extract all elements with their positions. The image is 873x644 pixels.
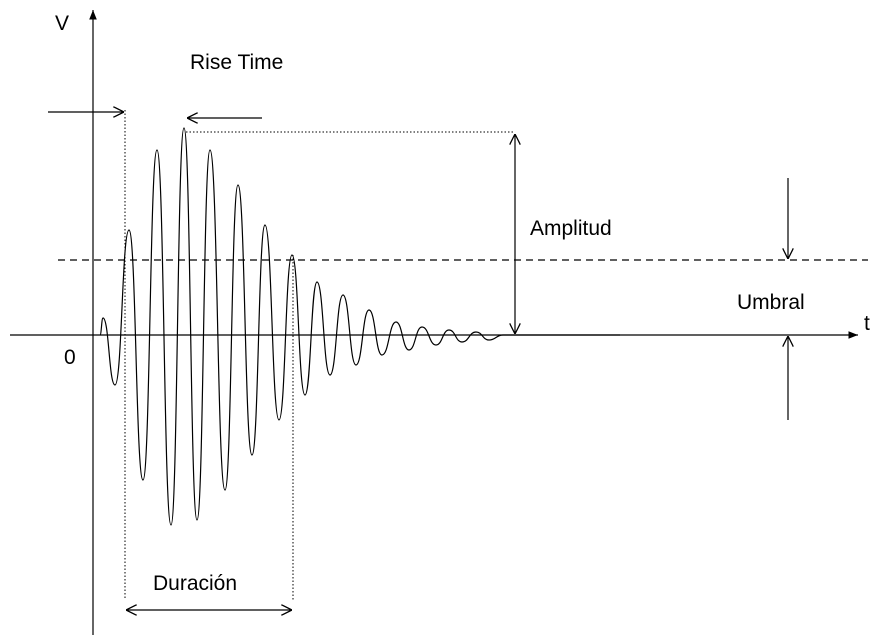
waveform (99, 127, 620, 526)
axis-label: t (864, 312, 870, 335)
label: Duración (153, 572, 237, 595)
label: Amplitud (530, 217, 612, 240)
axis-label: V (55, 12, 69, 35)
origin-label: 0 (64, 346, 76, 369)
label: Rise Time (190, 51, 283, 74)
label: Umbral (737, 291, 805, 314)
